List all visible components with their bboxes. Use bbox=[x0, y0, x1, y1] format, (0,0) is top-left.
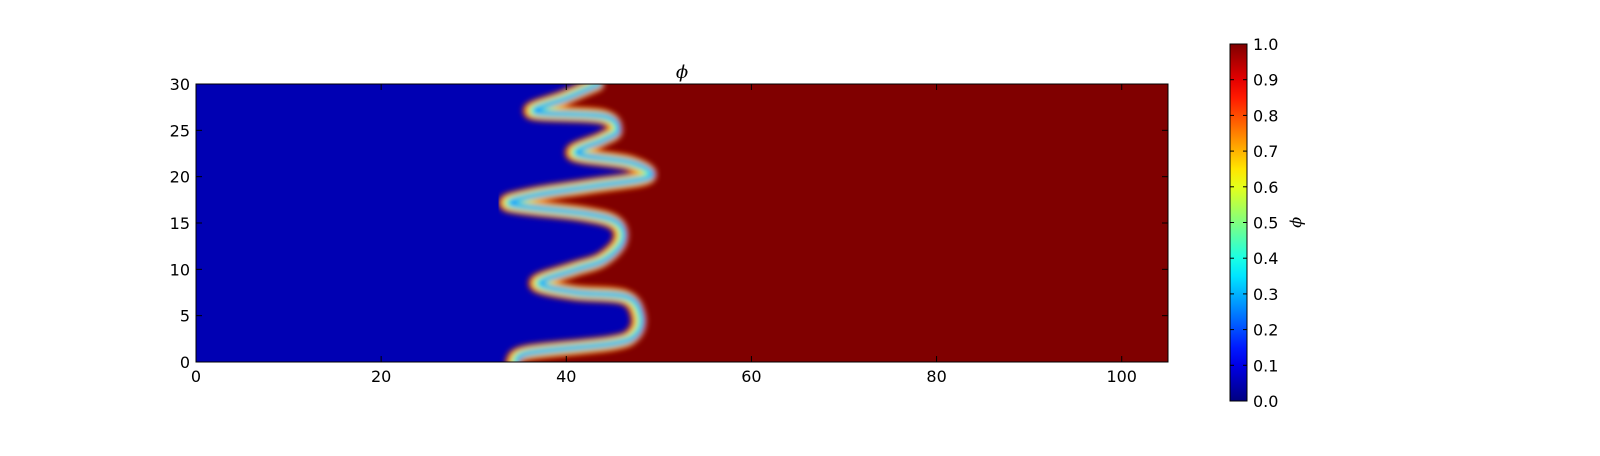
interface-layer bbox=[509, 84, 655, 362]
y-tick-label: 30 bbox=[170, 75, 190, 94]
colorbar-tick-label: 0.2 bbox=[1253, 321, 1278, 340]
y-tick-label: 15 bbox=[170, 214, 190, 233]
colorbar-tick-label: 0.0 bbox=[1253, 392, 1278, 411]
x-axis: 0 20 40 60 80 100 bbox=[191, 84, 1137, 386]
colorbar-tick-label: 0.5 bbox=[1253, 214, 1278, 233]
x-tick-label: 100 bbox=[1106, 367, 1137, 386]
colorbar-tick-label: 0.9 bbox=[1253, 71, 1278, 90]
chart-title: ϕ bbox=[676, 62, 688, 83]
y-tick-label: 5 bbox=[180, 307, 190, 326]
y-tick-label: 20 bbox=[170, 168, 190, 187]
y-tick-label: 25 bbox=[170, 121, 190, 140]
colorbar-ticks: 0.0 0.1 0.2 0.3 0.4 0.5 0.6 0.7 0.8 0.9 1.0 bbox=[1230, 35, 1278, 411]
colorbar-tick-label: 0.3 bbox=[1253, 285, 1278, 304]
colorbar-tick-label: 0.7 bbox=[1253, 142, 1278, 161]
x-tick-label: 40 bbox=[556, 367, 576, 386]
colorbar-tick-label: 0.1 bbox=[1253, 356, 1278, 375]
heatmap-plot-area bbox=[195, 83, 1169, 363]
y-tick-label: 0 bbox=[180, 353, 190, 372]
x-tick-label: 80 bbox=[926, 367, 946, 386]
colorbar-tick-label: 0.6 bbox=[1253, 178, 1278, 197]
y-tick-label: 10 bbox=[170, 260, 190, 279]
heatmap-interface-band bbox=[498, 84, 657, 362]
colorbar-label: ϕ bbox=[1289, 217, 1308, 228]
x-tick-label: 0 bbox=[191, 367, 201, 386]
x-tick-label: 60 bbox=[741, 367, 761, 386]
colorbar-tick-label: 0.8 bbox=[1253, 106, 1278, 125]
colorbar-tick-label: 0.4 bbox=[1253, 249, 1278, 268]
colorbar-tick-label: 1.0 bbox=[1253, 35, 1278, 54]
x-tick-label: 20 bbox=[371, 367, 391, 386]
colorbar-gradient bbox=[1230, 44, 1247, 401]
y-axis: 0 5 10 15 20 25 30 bbox=[170, 75, 1168, 372]
colorbar: 0.0 0.1 0.2 0.3 0.4 0.5 0.6 0.7 0.8 0.9 1.0 ϕ bbox=[1229, 35, 1308, 411]
